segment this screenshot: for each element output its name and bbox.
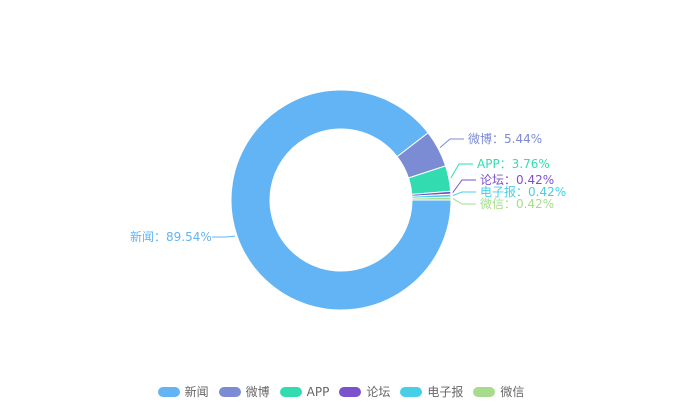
legend-label-forum: 论坛 (366, 385, 391, 399)
legend-label-news: 新闻 (184, 385, 209, 399)
legend-item-weibo[interactable]: 微博 (218, 385, 270, 399)
donut-slice-news[interactable] (230, 89, 452, 311)
legend-swatch-wechat (473, 387, 496, 397)
legend-label-epaper: 电子报 (427, 385, 464, 399)
legend-item-wechat[interactable]: 微信 (473, 385, 524, 399)
legend-swatch-epaper (400, 387, 423, 397)
legend-label-wechat: 微信 (500, 385, 525, 399)
legend: 新闻 微博 APP 论坛 电子报 微信 (0, 382, 682, 402)
label-line-news (212, 235, 236, 238)
legend-swatch-forum (339, 387, 362, 397)
legend-item-epaper[interactable]: 电子报 (400, 385, 463, 399)
slice-label-forum: 论坛：0.42% (480, 173, 554, 187)
legend-label-weibo: 微博 (245, 385, 270, 399)
legend-swatch-app (279, 387, 302, 397)
legend-item-news[interactable]: 新闻 (157, 385, 209, 399)
label-line-app (450, 163, 473, 179)
slice-label-news: 新闻：89.54% (130, 229, 212, 244)
donut-slice-wechat[interactable] (411, 196, 452, 201)
donut-slice-app[interactable] (407, 165, 452, 195)
legend-swatch-news (157, 387, 180, 397)
slice-label-epaper: 电子报：0.42% (480, 184, 566, 199)
label-line-forum (452, 179, 476, 193)
label-line-weibo (439, 138, 464, 149)
donut-chart: 新闻：89.54% 微博：5.44% APP：3.76% 论坛：0.42%电子报：0.… (130, 89, 566, 311)
donut-slice-weibo[interactable] (396, 132, 447, 179)
legend-item-forum[interactable]: 论坛 (339, 385, 390, 399)
label-line-epaper (452, 191, 476, 197)
slice-label-app: APP：3.76% (477, 157, 550, 171)
slice-label-weibo: 微博：5.44% (468, 131, 542, 146)
legend-swatch-weibo (218, 387, 241, 397)
legend-item-app[interactable]: APP (279, 385, 330, 399)
label-line-wechat (452, 198, 476, 205)
slice-label-wechat: 微信：0.42% (480, 197, 554, 211)
legend-label-app: APP (306, 385, 330, 399)
